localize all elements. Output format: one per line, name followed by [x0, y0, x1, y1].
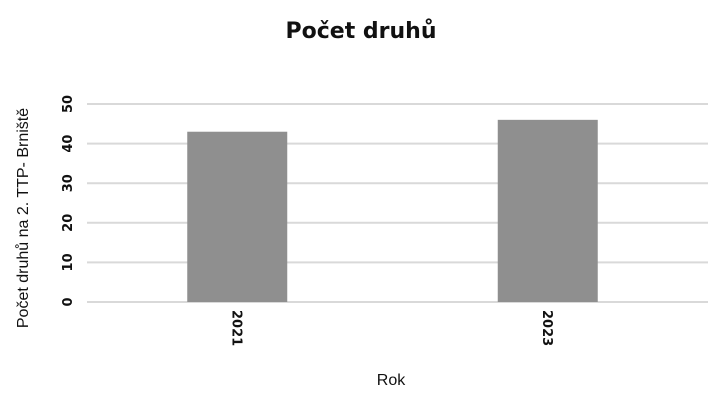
x-tick-labels: 2021 2023	[228, 310, 554, 346]
chart-title: Počet druhů	[286, 19, 437, 44]
y-tick-label: 20	[61, 214, 76, 232]
bar-2021	[187, 131, 288, 302]
y-tick-label: 50	[61, 95, 76, 113]
y-axis-title: Počet druhů na 2. TTP- Brniště	[14, 108, 32, 328]
y-tick-label: 0	[61, 297, 76, 306]
x-tick-label: 2023	[539, 310, 554, 346]
y-tick-label: 10	[61, 253, 76, 271]
y-tick-label: 40	[61, 135, 76, 153]
y-tick-label: 30	[61, 174, 76, 192]
x-axis-title: Rok	[377, 372, 406, 389]
grid-lines	[87, 103, 708, 303]
bars	[187, 119, 598, 302]
x-tick-label: 2021	[228, 310, 243, 346]
y-tick-labels: 0 10 20 30 40 50	[61, 95, 76, 307]
bar-2023	[497, 119, 598, 302]
